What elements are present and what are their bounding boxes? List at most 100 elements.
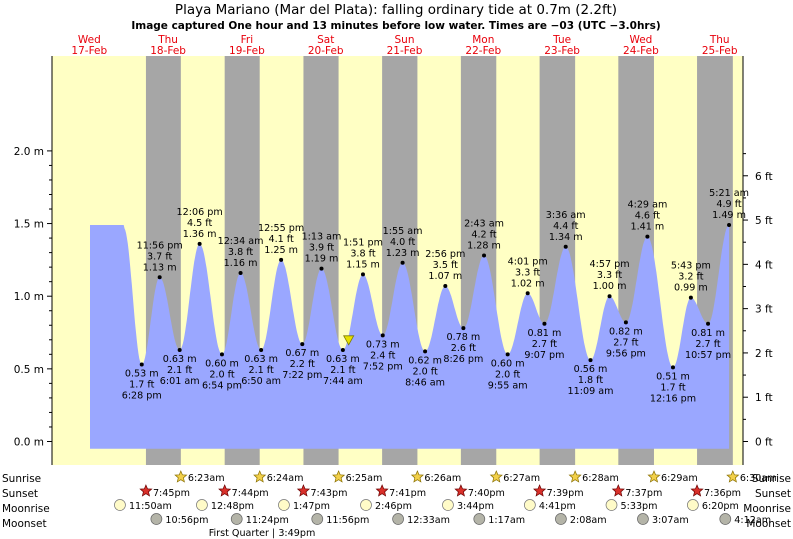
tide-point: [423, 349, 428, 354]
moonrise-icon: [196, 499, 208, 511]
header: Playa Mariano (Mar del Plata): falling o…: [131, 2, 660, 32]
tide-area: [90, 225, 730, 449]
tide-ft-label: 4.4 ft: [553, 221, 579, 232]
moonset-icon: [473, 513, 486, 525]
tide-time-label: 6:28 pm: [122, 390, 162, 401]
tide-time-label: 1:13 am: [302, 232, 342, 243]
tide-ft-label: 2.2 ft: [290, 359, 316, 370]
tide-ft-label: 4.0 ft: [390, 237, 416, 248]
day-of-week-label: Wed: [629, 34, 652, 46]
sunrise-icon: [489, 470, 503, 483]
tide-point: [360, 272, 365, 277]
tide-time-label: 5:21 am: [709, 188, 749, 199]
tide-point: [319, 266, 324, 271]
tide-ft-label: 3.5 ft: [433, 260, 459, 271]
tide-m-label: 1.13 m: [143, 262, 177, 273]
tide-time-label: 11:09 am: [568, 386, 614, 397]
tide-time-label: 6:54 pm: [202, 380, 242, 391]
day-date-label: 22-Feb: [465, 45, 501, 57]
tide-time-label: 12:16 pm: [650, 393, 696, 404]
tide-point: [461, 326, 466, 331]
tide-m-label: 1.16 m: [224, 258, 258, 269]
sunrise-time: 6:23am: [188, 473, 225, 484]
tide-m-label: 0.67 m: [285, 348, 319, 359]
moonset-time: 12:33am: [407, 515, 450, 526]
sunrise-icon: [410, 470, 424, 483]
moonrise-time: 4:41pm: [539, 501, 576, 512]
moonrise-icon: [114, 499, 126, 511]
sunrise-icon: [332, 470, 346, 483]
tide-ft-label: 4.2 ft: [471, 230, 497, 241]
sunset-time: 7:43pm: [310, 488, 347, 499]
moonset-time: 2:08am: [570, 515, 607, 526]
tide-time-label: 5:43 pm: [671, 261, 711, 272]
sunrise-icon: [253, 470, 267, 483]
tide-m-label: 1.00 m: [593, 281, 627, 292]
tide-time-label: 4:29 am: [627, 200, 667, 211]
tide-m-label: 1.15 m: [346, 259, 380, 270]
tide-point: [380, 333, 385, 338]
tide-ft-label: 2.0 ft: [495, 369, 521, 380]
tide-point: [670, 365, 675, 370]
sunset-icon: [218, 484, 232, 497]
tide-ft-label: 2.1 ft: [330, 365, 356, 376]
right-tick-label: 2 ft: [755, 348, 773, 360]
moonset-time: 1:17am: [488, 515, 525, 526]
day-date-label: 25-Feb: [702, 45, 738, 57]
tide-point: [219, 352, 224, 357]
tide-ft-label: 3.8 ft: [350, 248, 376, 259]
sunrise-time: 6:28am: [582, 473, 619, 484]
tide-time-label: 1:55 am: [383, 226, 423, 237]
sunset-icon: [296, 484, 311, 497]
moonset-icon: [555, 513, 567, 525]
sunrise-time: 6:30am: [740, 473, 777, 484]
left-tick-label: 0.5 m: [14, 364, 44, 376]
day-date-label: 20-Feb: [308, 45, 344, 57]
tide-m-label: 0.53 m: [125, 368, 159, 379]
moonset-icon: [637, 513, 649, 525]
left-tick-label: 2.0 m: [14, 146, 44, 158]
tide-ft-label: 3.9 ft: [309, 243, 335, 254]
tide-m-label: 0.62 m: [408, 355, 442, 366]
right-tick-label: 3 ft: [755, 304, 773, 316]
sunset-row-label-right: Sunset: [755, 488, 791, 500]
sunset-icon: [533, 484, 547, 497]
moonset-time: 11:24pm: [246, 515, 289, 526]
moonset-row-label-right: Moonset: [746, 518, 791, 530]
tide-ft-label: 2.7 ft: [695, 339, 721, 350]
sunset-time: 7:39pm: [547, 488, 584, 499]
tide-point: [177, 347, 182, 352]
tide-m-label: 0.81 m: [691, 328, 725, 339]
moonrise-row-label-left: Moonrise: [2, 503, 50, 515]
sunrise-icon: [174, 470, 188, 483]
tide-point: [157, 275, 162, 280]
sunrise-time: 6:26am: [424, 473, 461, 484]
day-of-week-label: Sat: [317, 34, 334, 46]
tide-time-label: 3:36 am: [546, 210, 586, 221]
sunset-icon: [139, 484, 153, 497]
astro-rows: Sunrise Sunset Moonrise Moonset Sunrise …: [2, 470, 791, 539]
day-band: [732, 56, 743, 465]
tide-point: [400, 260, 405, 265]
sunset-icon: [375, 484, 389, 497]
tide-ft-label: 3.8 ft: [228, 247, 254, 258]
tide-point: [259, 347, 264, 352]
tide-m-label: 1.23 m: [386, 248, 420, 259]
tide-ft-label: 4.9 ft: [716, 199, 742, 210]
tide-curve: [90, 225, 730, 449]
tide-ft-label: 1.7 ft: [660, 382, 686, 393]
tide-time-label: 7:44 am: [323, 376, 363, 387]
sunset-time: 7:41pm: [389, 488, 426, 499]
tide-point: [197, 241, 202, 246]
tide-m-label: 0.63 m: [326, 354, 360, 365]
sunrise-icon: [568, 470, 582, 483]
right-tick-label: 4 ft: [755, 259, 773, 271]
tide-time-label: 12:06 pm: [177, 207, 223, 218]
moonrise-row-label-right: Moonrise: [743, 503, 791, 515]
moonrise-time: 1:47pm: [293, 501, 330, 512]
day-of-week-label: Tue: [552, 34, 571, 46]
tide-m-label: 0.56 m: [574, 364, 608, 375]
moonrise-time: 2:46pm: [375, 501, 412, 512]
tide-time-label: 8:46 am: [405, 377, 445, 388]
tide-time-label: 1:51 pm: [343, 237, 383, 248]
